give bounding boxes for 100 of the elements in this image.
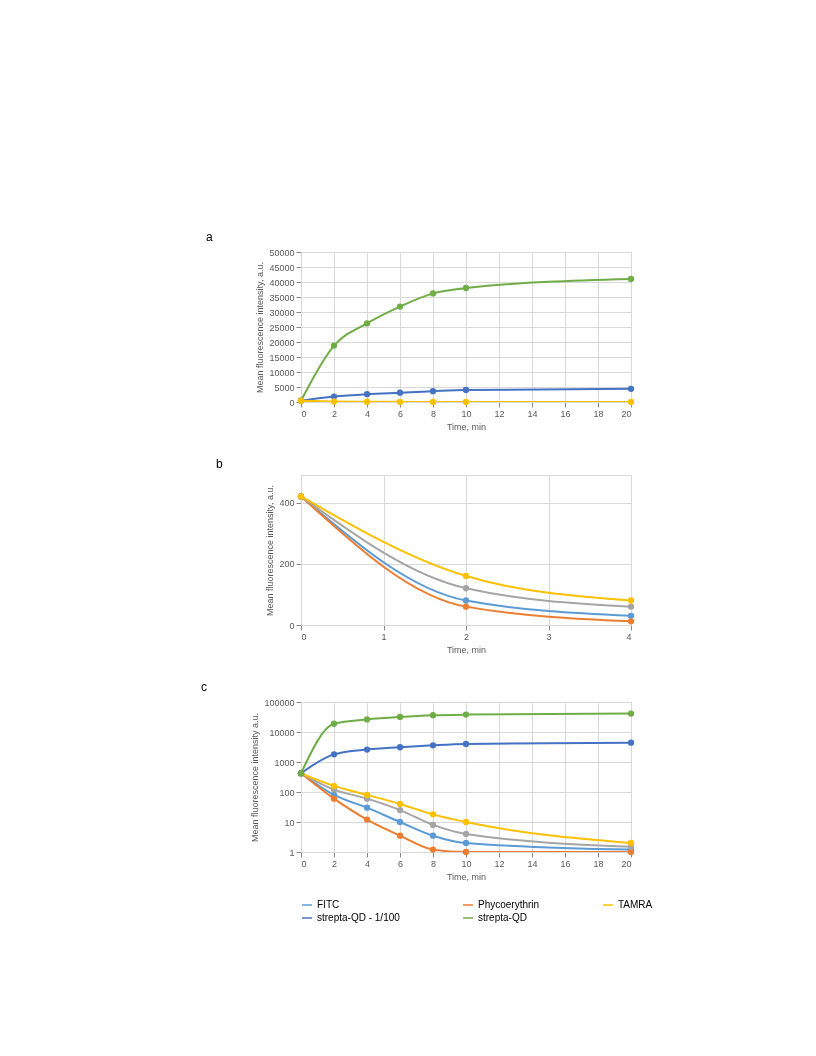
point (462, 398, 470, 406)
x-tick-label: 10 (461, 858, 472, 869)
point (627, 385, 635, 392)
point (429, 821, 437, 829)
point (363, 746, 371, 753)
point (396, 744, 404, 751)
y-axis-title: Mean fluorescence intensity, a.u. (265, 485, 276, 616)
point (363, 391, 371, 398)
x-tick-label: 2 (331, 858, 338, 869)
point (429, 398, 437, 406)
x-axis-title: Time, min (446, 871, 487, 882)
y-tick-label: 1 (289, 847, 295, 858)
point (462, 585, 470, 592)
y-tick-label: 10000 (269, 367, 295, 378)
point (330, 398, 338, 405)
x-tick-label: 4 (626, 631, 632, 642)
y-axis-title: Mean fluorescence intensity a.u. (250, 712, 261, 843)
legend-label: TAMRA (618, 899, 653, 910)
point (396, 398, 404, 406)
x-tick-label: 12 (494, 858, 505, 869)
point (462, 603, 470, 610)
point (330, 720, 338, 727)
x-tick-label: 18 (593, 408, 604, 419)
y-tick-label: 0 (289, 620, 295, 631)
point (429, 811, 437, 818)
point (429, 832, 437, 839)
y-tick-label: 50000 (269, 247, 295, 258)
x-tick-label: 4 (364, 408, 371, 419)
x-tick-label: 3 (546, 631, 552, 642)
point (627, 398, 635, 406)
x-tick-label: 0 (301, 858, 307, 869)
y-tick-label: 5000 (274, 382, 295, 393)
point (429, 388, 437, 395)
y-tick-label: 30000 (269, 307, 295, 318)
y-tick-label: 1000 (274, 757, 295, 768)
point (462, 386, 470, 394)
text: c (200, 680, 207, 694)
x-tick-label: 8 (430, 408, 437, 419)
y-tick-label: 0 (289, 397, 295, 408)
x-tick-label: 10 (461, 408, 472, 419)
point (462, 711, 470, 718)
y-tick-label: 100 (279, 787, 295, 798)
point (429, 712, 437, 719)
legend-label: FITC (317, 899, 340, 910)
point (363, 804, 371, 811)
x-tick-label: 0 (301, 408, 307, 419)
y-tick-label: 35000 (269, 292, 295, 303)
point (363, 398, 371, 405)
point (627, 275, 635, 283)
x-tick-label: 2 (463, 631, 470, 642)
point (363, 716, 371, 723)
point (627, 603, 635, 610)
point (627, 710, 635, 717)
x-tick-label: 12 (494, 408, 505, 419)
point (429, 846, 437, 853)
x-axis-title: Time, min (446, 644, 487, 655)
y-tick-label: 400 (279, 498, 295, 509)
x-tick-label: 6 (397, 408, 404, 419)
y-tick-label: 25000 (269, 322, 295, 333)
point (462, 572, 470, 580)
point (396, 389, 404, 396)
point (627, 739, 635, 746)
x-tick-label: 4 (364, 858, 371, 869)
legend-label: strepta-QD - 1/100 (317, 912, 401, 923)
point (330, 342, 338, 349)
x-tick-label: 1 (381, 631, 387, 642)
point (429, 290, 437, 297)
x-tick-label: 20 (621, 858, 632, 869)
point (363, 816, 371, 823)
y-tick-label: 10 (284, 817, 295, 828)
point (396, 713, 404, 721)
point (462, 597, 470, 604)
legend-label: strepta-QD (478, 912, 527, 923)
x-axis-title: Time, min (446, 421, 487, 432)
point (627, 618, 635, 625)
x-tick-label: 6 (397, 858, 404, 869)
x-tick-label: 2 (331, 408, 338, 419)
point (363, 320, 371, 327)
point (363, 791, 371, 799)
point (462, 818, 470, 826)
x-tick-label: 14 (527, 408, 538, 419)
point (330, 782, 338, 790)
point (330, 751, 338, 758)
point (396, 818, 404, 826)
point (396, 806, 404, 814)
y-tick-label: 100000 (264, 697, 295, 708)
x-tick-label: 14 (527, 858, 538, 869)
x-tick-label: 20 (621, 408, 632, 419)
point (396, 303, 404, 310)
point (462, 848, 470, 856)
y-tick-label: 10000 (269, 727, 295, 738)
point (627, 612, 635, 619)
x-tick-label: 18 (593, 858, 604, 869)
y-tick-label: 45000 (269, 262, 295, 273)
point (429, 742, 437, 749)
y-axis-title: Mean fluorescence intensity, a.u. (255, 262, 266, 393)
point (627, 597, 635, 604)
point (396, 832, 404, 839)
y-tick-label: 20000 (269, 337, 295, 348)
point (462, 830, 470, 838)
